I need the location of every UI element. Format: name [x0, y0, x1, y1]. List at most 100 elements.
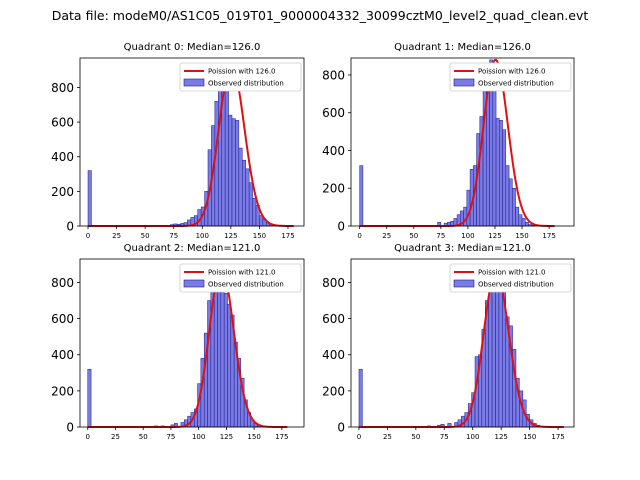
y-tick-label: 0: [337, 421, 345, 435]
histogram-bar: [521, 218, 526, 227]
legend-entry-poisson: Poission with 126.0: [208, 68, 276, 76]
histogram-bar: [508, 178, 513, 227]
y-tick-label: 400: [51, 150, 74, 164]
x-tick-label: 0: [357, 433, 361, 441]
y-tick-label: 200: [51, 185, 74, 199]
legend-entry-observed: Observed distribution: [478, 281, 554, 289]
histogram-bar: [223, 293, 228, 428]
histogram-bar: [499, 120, 503, 227]
x-tick-label: 50: [409, 232, 418, 240]
histogram-bar: [227, 303, 232, 428]
x-tick-label: 75: [166, 433, 175, 441]
x-tick-label: 50: [139, 433, 148, 441]
y-tick-label: 0: [337, 220, 345, 234]
panel-subtitle: Quadrant 0: Median=126.0: [124, 42, 261, 53]
x-tick-label: 0: [357, 232, 361, 240]
histogram-bar: [518, 214, 523, 227]
x-tick-label: 25: [112, 232, 121, 240]
x-tick-label: 125: [488, 232, 501, 240]
histogram-bars: [87, 267, 265, 428]
legend-entry-observed: Observed distribution: [208, 80, 284, 88]
y-tick-label: 600: [322, 106, 345, 120]
legend-bar-swatch: [453, 279, 475, 288]
histogram-bar: [358, 368, 363, 428]
histogram-bar: [220, 276, 225, 428]
axes-frame: [79, 258, 305, 428]
histogram-bar: [224, 78, 229, 227]
y-tick-label: 800: [322, 276, 345, 290]
y-tick-label: 0: [66, 220, 74, 234]
histogram-bar: [512, 187, 516, 227]
panel-subtitle: Quadrant 3: Median=121.0: [394, 243, 531, 254]
x-tick-label: 175: [542, 232, 555, 240]
y-tick-label: 800: [51, 276, 74, 290]
histogram-bar: [498, 278, 503, 428]
histogram-bar: [248, 182, 253, 227]
x-tick-label: 125: [224, 232, 237, 240]
x-tick-label: 150: [515, 232, 528, 240]
histogram-bar: [252, 198, 257, 227]
histogram-bar: [502, 129, 507, 227]
histogram-bars: [359, 59, 536, 227]
histogram-bar: [214, 101, 219, 227]
legend: Poission with 126.0 Observed distribution: [449, 62, 572, 92]
poisson-curve: [358, 270, 564, 428]
y-tick-label: 200: [322, 384, 345, 398]
histogram-bar: [87, 368, 92, 428]
legend-box: [179, 62, 302, 92]
y-tick-label: 600: [51, 312, 74, 326]
x-tick-label: 25: [383, 433, 392, 441]
panel-quadrant-3: Quadrant 3: Median=121.0 0 25 50 75 100 125 150…: [322, 243, 575, 441]
histogram-bar: [515, 206, 520, 227]
histogram-bar: [242, 159, 246, 227]
y-tick-label: 0: [66, 421, 74, 435]
histogram-bar: [228, 114, 233, 227]
legend-bar-swatch: [183, 279, 205, 288]
y-tick-label: 600: [322, 312, 345, 326]
y-tick-label: 200: [322, 182, 345, 196]
histogram-bar: [492, 74, 497, 227]
histogram-bar: [213, 282, 218, 428]
histogram-bar: [231, 118, 236, 227]
histogram-bar: [491, 282, 496, 428]
histogram-bar: [238, 147, 243, 227]
legend: Poission with 126.0 Observed distribution: [179, 62, 302, 92]
legend-entry-poisson: Poission with 126.0: [478, 68, 546, 76]
x-tick-label: 175: [551, 433, 564, 441]
axes-frame: [350, 57, 575, 227]
x-tick-label: 100: [196, 232, 209, 240]
histogram-bar: [235, 120, 240, 227]
histogram-bar: [495, 118, 500, 227]
x-tick-label: 75: [169, 232, 178, 240]
histogram-bar: [359, 165, 364, 227]
x-tick-label: 25: [111, 433, 120, 441]
legend-box: [179, 263, 302, 293]
legend-box: [449, 62, 572, 92]
panel-subtitle: Quadrant 1: Median=126.0: [394, 42, 531, 53]
y-tick-label: 800: [51, 81, 74, 95]
histogram-bar: [245, 168, 250, 227]
x-tick-label: 150: [523, 433, 536, 441]
panel-quadrant-2: Quadrant 2: Median=121.0 0 25 50 75 100 125 150…: [51, 243, 305, 441]
legend-entry-poisson: Poission with 121.0: [478, 269, 546, 277]
y-tick-label: 200: [51, 384, 74, 398]
x-tick-label: 100: [466, 433, 479, 441]
x-tick-label: 150: [253, 232, 266, 240]
histogram-bar: [495, 271, 500, 428]
x-tick-label: 0: [86, 232, 90, 240]
legend-box: [449, 263, 572, 293]
panel-subtitle: Quadrant 2: Median=121.0: [124, 243, 261, 254]
x-tick-label: 50: [141, 232, 150, 240]
legend-bar-swatch: [183, 78, 205, 87]
histogram-bar: [525, 221, 529, 227]
x-tick-label: 100: [192, 433, 205, 441]
x-tick-label: 0: [86, 433, 90, 441]
x-tick-label: 150: [247, 433, 260, 441]
axes-frame: [350, 258, 575, 428]
y-tick-label: 400: [51, 348, 74, 362]
legend-entry-poisson: Poission with 121.0: [208, 269, 276, 277]
figure-title: Data file: modeM0/AS1C05_019T01_90000043…: [52, 8, 589, 23]
histogram-bars: [358, 271, 544, 428]
x-tick-label: 75: [440, 433, 449, 441]
